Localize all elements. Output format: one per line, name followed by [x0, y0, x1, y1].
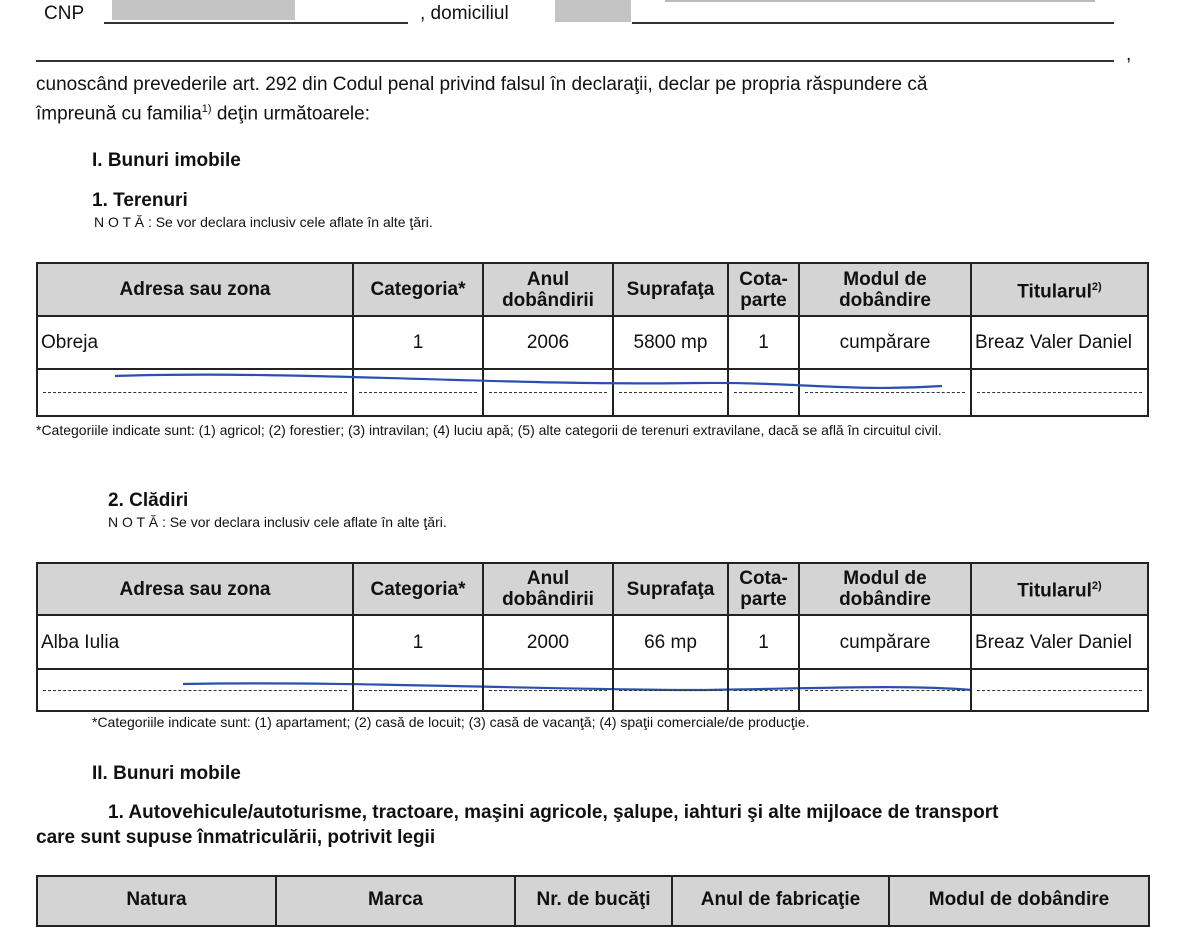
- cladiri-footnote: *Categoriile indicate sunt: (1) apartame…: [92, 714, 810, 730]
- dash-cell: [612, 668, 729, 712]
- col-anul: Anul dobândirii: [482, 262, 614, 317]
- col-categoria: Categoria*: [352, 562, 484, 616]
- col-categoria: Categoria*: [352, 262, 484, 317]
- table-row-empty: [36, 668, 1149, 712]
- cell-modul: cumpărare: [798, 614, 972, 670]
- terenuri-table: Adresa sau zona Categoria* Anul dobândir…: [36, 262, 1149, 417]
- dash-cell: [727, 668, 800, 712]
- table-row-empty: [36, 368, 1149, 417]
- col-cota: Cota-parte: [727, 562, 800, 616]
- address-underline: [632, 22, 1114, 24]
- cnp-label: CNP: [44, 3, 85, 24]
- cell-adresa: Obreja: [36, 315, 354, 370]
- auto-title-line-2: care sunt supuse înmatriculării, potrivi…: [36, 827, 436, 848]
- dash-cell: [482, 368, 614, 417]
- cell-titular: Breaz Valer Daniel: [970, 614, 1149, 670]
- col-modul: Modul de dobândire: [798, 262, 972, 317]
- cell-anul: 2006: [482, 315, 614, 370]
- col-adresa: Adresa sau zona: [36, 562, 354, 616]
- address-underline-2: [36, 60, 1114, 62]
- dash-cell: [352, 668, 484, 712]
- col-natura: Natura: [36, 875, 277, 927]
- cell-suprafata: 66 mp: [612, 614, 729, 670]
- address-top-line: [665, 0, 1095, 2]
- dash-cell: [612, 368, 729, 417]
- cell-adresa: Alba Iulia: [36, 614, 354, 670]
- titular-label: Titularul: [1017, 281, 1092, 303]
- terenuri-title: 1. Terenuri: [92, 190, 188, 211]
- comma: ,: [1126, 44, 1132, 65]
- auto-title: 1. Autovehicule/autoturisme, tractoare, …: [36, 800, 998, 850]
- redacted-address: [555, 0, 631, 22]
- table-header-row: Adresa sau zona Categoria* Anul dobândir…: [36, 562, 1149, 616]
- titular-sup: 2): [1091, 280, 1102, 293]
- dash-cell: [798, 668, 972, 712]
- section-1-title: I. Bunuri imobile: [92, 150, 241, 171]
- cell-categoria: 1: [352, 315, 484, 370]
- auto-table: Natura Marca Nr. de bucăţi Anul de fabri…: [36, 875, 1150, 927]
- cladiri-title: 2. Clădiri: [108, 490, 189, 511]
- col-modul-dobandire: Modul de dobândire: [888, 875, 1150, 927]
- dash-cell: [970, 368, 1149, 417]
- dash-cell: [727, 368, 800, 417]
- table-row: Obreja 1 2006 5800 mp 1 cumpărare Breaz …: [36, 315, 1149, 370]
- cell-cota: 1: [727, 614, 800, 670]
- cell-cota: 1: [727, 315, 800, 370]
- dash-cell: [798, 368, 972, 417]
- table-header-row: Adresa sau zona Categoria* Anul dobândir…: [36, 262, 1149, 317]
- col-titular: Titularul2): [970, 562, 1149, 616]
- col-suprafata: Suprafaţa: [612, 562, 729, 616]
- col-anul-fabricatie: Anul de fabricaţie: [671, 875, 890, 927]
- col-cota: Cota-parte: [727, 262, 800, 317]
- titular-sup: 2): [1091, 580, 1102, 593]
- declaration-line-2b: deţin următoarele:: [211, 103, 370, 125]
- footnote-ref: 1): [201, 103, 212, 115]
- table-header-row: Natura Marca Nr. de bucăţi Anul de fabri…: [36, 875, 1150, 927]
- dash-cell: [352, 368, 484, 417]
- auto-title-line-1: 1. Autovehicule/autoturisme, tractoare, …: [108, 802, 999, 823]
- col-titular: Titularul2): [970, 262, 1149, 317]
- col-modul: Modul de dobândire: [798, 562, 972, 616]
- section-2-title: II. Bunuri mobile: [92, 763, 241, 784]
- table-row: Alba Iulia 1 2000 66 mp 1 cumpărare Brea…: [36, 614, 1149, 670]
- declaration-line-2a: împreună cu familia: [36, 103, 202, 125]
- col-adresa: Adresa sau zona: [36, 262, 354, 317]
- domiciliu-label: , domiciliul: [420, 3, 509, 24]
- cnp-underline: [104, 22, 408, 24]
- col-marca: Marca: [275, 875, 516, 927]
- terenuri-note: N O T Ă : Se vor declara inclusiv cele a…: [94, 214, 433, 230]
- cell-anul: 2000: [482, 614, 614, 670]
- titular-label: Titularul: [1017, 580, 1092, 602]
- col-anul: Anul dobândirii: [482, 562, 614, 616]
- cell-titular: Breaz Valer Daniel: [970, 315, 1149, 370]
- declaration-text: cunoscând prevederile art. 292 din Codul…: [36, 73, 1156, 126]
- cell-modul: cumpărare: [798, 315, 972, 370]
- col-nr-bucati: Nr. de bucăţi: [514, 875, 673, 927]
- col-suprafata: Suprafaţa: [612, 262, 729, 317]
- dash-cell: [36, 668, 354, 712]
- cell-suprafata: 5800 mp: [612, 315, 729, 370]
- dash-cell: [482, 668, 614, 712]
- dash-cell: [970, 668, 1149, 712]
- redacted-cnp: [112, 0, 295, 20]
- cladiri-table: Adresa sau zona Categoria* Anul dobândir…: [36, 562, 1149, 712]
- terenuri-footnote-text: *Categoriile indicate sunt: (1) agricol;…: [36, 422, 942, 438]
- declaration-line-2: împreună cu familia1) deţin următoarele:: [36, 97, 1156, 126]
- cladiri-note: N O T Ă : Se vor declara inclusiv cele a…: [108, 514, 447, 530]
- declaration-line-1: cunoscând prevederile art. 292 din Codul…: [36, 74, 928, 95]
- cell-categoria: 1: [352, 614, 484, 670]
